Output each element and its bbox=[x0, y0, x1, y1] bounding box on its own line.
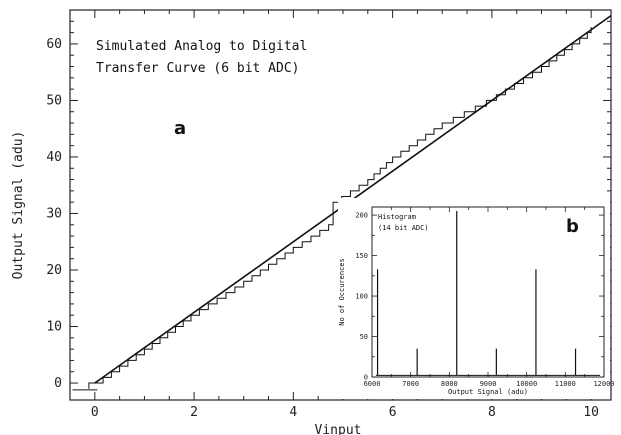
inset-y-tick-label: 50 bbox=[360, 333, 368, 341]
staircase-transfer-curve bbox=[88, 27, 592, 389]
inset-x-tick-label: 9000 bbox=[480, 380, 497, 388]
y-tick-label: 20 bbox=[46, 263, 62, 278]
annotation-line-2: Transfer Curve (6 bit ADC) bbox=[96, 61, 300, 76]
main-plot-frame bbox=[69, 9, 612, 401]
inset-x-tick-label: 10000 bbox=[516, 380, 537, 388]
x-tick-label: 4 bbox=[289, 405, 297, 420]
inset-x-tick-label: 8000 bbox=[441, 380, 458, 388]
inset-x-tick-label: 7000 bbox=[402, 380, 419, 388]
y-tick-label: 10 bbox=[46, 320, 62, 335]
x-tick-label: 0 bbox=[91, 405, 99, 420]
inset-tick-labels: 6000 7000 8000 9000 10000 11000 12000 0 50 100 150… bbox=[355, 212, 614, 388]
y-tick-label: 30 bbox=[46, 206, 62, 221]
inset-background bbox=[338, 198, 610, 399]
inset-y-axis-title: No of Occurences bbox=[338, 258, 346, 325]
y-axis-title: Output Signal (adu) bbox=[11, 131, 26, 280]
inset-y-tick-label: 0 bbox=[364, 374, 368, 382]
inset-x-tick-label: 6000 bbox=[364, 380, 381, 388]
inset-x-tick-label: 12000 bbox=[593, 380, 614, 388]
x-tick-label: 10 bbox=[583, 405, 599, 420]
x-tick-label: 8 bbox=[488, 405, 496, 420]
inset-y-tick-label: 100 bbox=[355, 293, 368, 301]
inset-title: Histogram bbox=[378, 213, 416, 221]
panel-letter-a: a bbox=[174, 118, 186, 139]
inset-bars bbox=[375, 211, 601, 376]
y-tick-label: 0 bbox=[54, 376, 62, 391]
y-tick-label: 40 bbox=[46, 150, 62, 165]
inset-x-axis-title: Output Signal (adu) bbox=[448, 388, 528, 396]
inset-y-tick-label: 150 bbox=[355, 252, 368, 260]
x-axis-title: Vinput bbox=[315, 423, 362, 435]
inset-subtitle: (14 bit ADC) bbox=[378, 224, 429, 232]
y-tick-label: 50 bbox=[46, 93, 62, 108]
annotation-line-1: Simulated Analog to Digital bbox=[96, 39, 307, 54]
x-tick-label: 6 bbox=[389, 405, 397, 420]
panel-letter-b: b bbox=[566, 216, 579, 237]
x-tick-label: 2 bbox=[190, 405, 198, 420]
y-tick-label: 60 bbox=[46, 37, 62, 52]
inset-x-tick-label: 11000 bbox=[555, 380, 576, 388]
inset-y-tick-label: 200 bbox=[355, 212, 368, 220]
